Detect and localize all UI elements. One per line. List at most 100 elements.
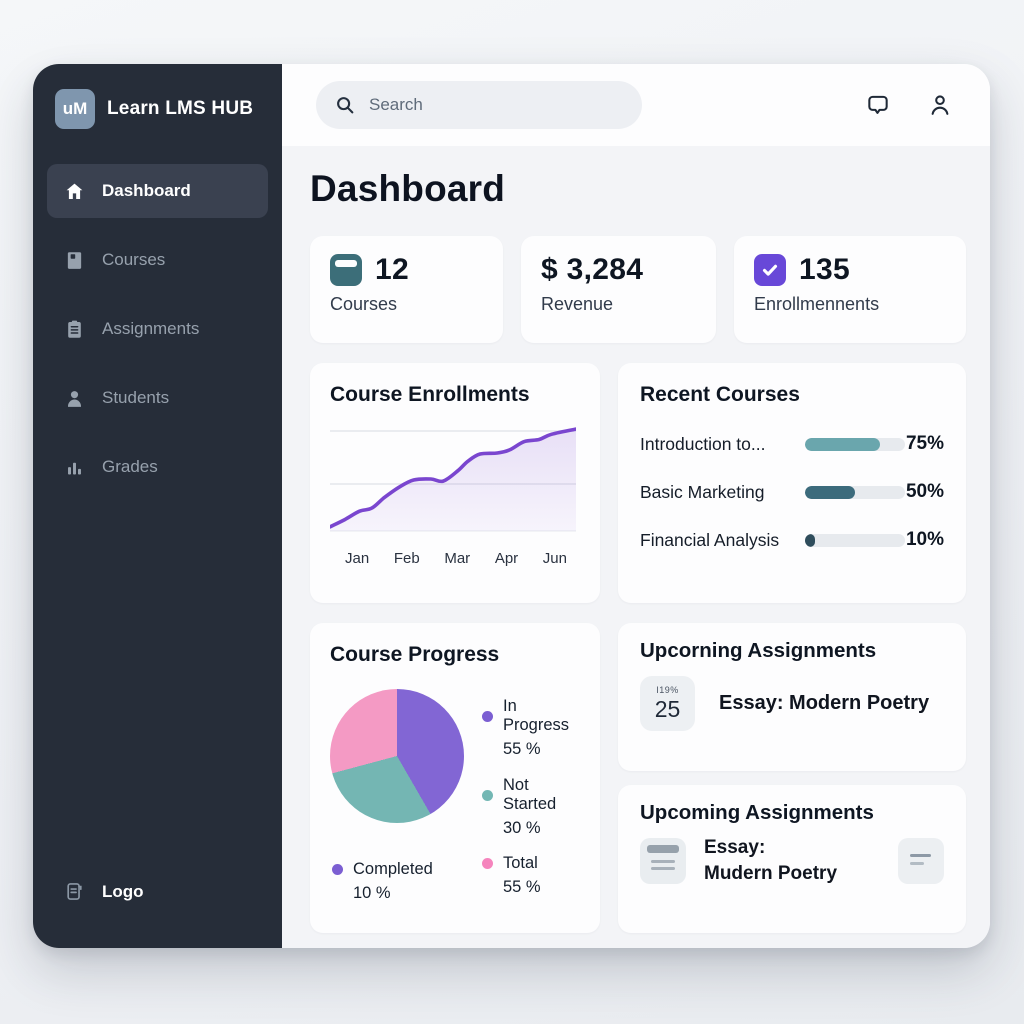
card-title: Course Enrollments: [330, 383, 530, 406]
app-window: uM Learn LMS HUB Dashboard Courses As: [33, 64, 990, 948]
sidebar-item-grades[interactable]: Grades: [47, 440, 268, 494]
x-tick: Jun: [542, 550, 567, 567]
upcoming-assignments-card-2: Upcoming Assignments Essay: Mudern Poetr…: [618, 785, 966, 933]
date-badge-top: I19%: [656, 684, 679, 695]
brand: uM Learn LMS HUB: [47, 88, 268, 130]
checkbox-stat-icon: [754, 254, 786, 286]
sidebar-item-assignments[interactable]: Assignments: [47, 302, 268, 356]
search-input[interactable]: [369, 95, 624, 115]
date-badge-number: 25: [654, 695, 681, 722]
course-percent: 50%: [905, 481, 944, 502]
date-badge: I19% 25: [640, 676, 695, 731]
person-icon: [64, 388, 85, 409]
assignment-title-line1: Essay:: [704, 837, 766, 858]
stat-value: 12: [375, 253, 409, 286]
sidebar-item-courses[interactable]: Courses: [47, 233, 268, 287]
x-tick: Apr: [494, 550, 519, 567]
assignment-title-line2: Mudern Poetry: [704, 862, 838, 884]
legend-value: 55 %: [503, 740, 541, 758]
enrollments-line-chart: [328, 427, 578, 532]
assignment-title: Essay: Modern Poetry: [719, 692, 930, 714]
legend-dot: [482, 789, 493, 801]
legend-dot: [332, 864, 343, 875]
legend-item-completed: Completed 10 %: [330, 860, 482, 903]
sidebar-footer-logo[interactable]: Logo: [47, 881, 268, 902]
clipboard-icon: [64, 319, 85, 340]
progress-bar: [805, 437, 905, 451]
x-tick: Jan: [345, 550, 370, 567]
brand-logo-badge: uM: [55, 89, 95, 129]
assignment-item[interactable]: Essay: Mudern Poetry: [640, 835, 944, 886]
stat-label: Enrollmennents: [754, 294, 880, 314]
search-icon: [334, 94, 356, 116]
sidebar-nav: Dashboard Courses Assignments Students: [47, 164, 268, 494]
menu-lines-icon[interactable]: [898, 837, 944, 884]
dashboard-content: Dashboard 12 Courses $ 3,284 Revenue: [282, 146, 990, 933]
sidebar-item-label: Courses: [102, 250, 166, 269]
pie-legend: In Progress 55 % Not Started 30 %: [482, 681, 580, 838]
book-stat-icon: [330, 254, 362, 286]
sidebar-item-label: Grades: [102, 457, 158, 476]
course-row: Basic Marketing 50%: [640, 481, 944, 503]
x-axis-labels: Jan Feb Mar Apr Jun: [330, 540, 580, 567]
course-name: Financial Analysis: [640, 529, 780, 550]
sidebar-item-dashboard[interactable]: Dashboard: [47, 164, 268, 218]
stat-value: $ 3,284: [541, 253, 644, 286]
course-progress-card: Course Progress In Progress 55 % Not Sta…: [310, 623, 600, 933]
sidebar-item-label: Dashboard: [102, 181, 191, 200]
document-icon: [64, 881, 85, 902]
sidebar-item-label: Students: [102, 388, 170, 407]
course-row: Financial Analysis 10%: [640, 529, 944, 551]
progress-bar: [805, 485, 905, 499]
progress-bar-fill: [805, 533, 815, 547]
course-percent: 10%: [905, 529, 944, 550]
legend-label: Not Started: [503, 776, 557, 813]
card-title: Recent Courses: [640, 383, 800, 406]
legend-item-total: Total 55 %: [482, 854, 580, 903]
sidebar-footer-label: Logo: [102, 881, 144, 901]
x-tick: Feb: [393, 550, 420, 567]
legend-label: Completed: [353, 860, 433, 878]
bar-chart-icon: [64, 457, 85, 478]
legend-dot: [482, 710, 493, 722]
brand-name: Learn LMS HUB: [107, 98, 254, 119]
main-area: Dashboard 12 Courses $ 3,284 Revenue: [282, 64, 990, 948]
sidebar-item-label: Assignments: [102, 319, 200, 338]
chat-bubble-icon[interactable]: [865, 92, 891, 118]
stat-card-courses: 12 Courses: [310, 236, 503, 343]
assignment-item[interactable]: I19% 25 Essay: Modern Poetry: [640, 676, 944, 731]
sidebar-item-students[interactable]: Students: [47, 371, 268, 425]
progress-bar-fill: [805, 437, 880, 451]
assignment-title: Essay: Mudern Poetry: [704, 835, 837, 886]
course-row: Introduction to... 75%: [640, 433, 944, 455]
stat-card-enrollments: 135 Enrollmennents: [734, 236, 966, 343]
legend-value: 10 %: [353, 884, 391, 902]
stat-card-revenue: $ 3,284 Revenue: [521, 236, 716, 343]
page-title: Dashboard: [310, 168, 506, 209]
stats-row: 12 Courses $ 3,284 Revenue 135: [310, 236, 966, 343]
course-progress-pie: [330, 689, 464, 823]
legend-label: In Progress: [503, 697, 570, 734]
user-profile-icon[interactable]: [927, 92, 953, 118]
course-name: Basic Marketing: [640, 481, 765, 502]
card-title: Course Progress: [330, 643, 500, 666]
stat-label: Revenue: [541, 294, 614, 314]
progress-bar: [805, 533, 905, 547]
topbar-icons: [865, 92, 953, 118]
legend-value: 55 %: [503, 878, 541, 896]
upcoming-assignments-card-1: Upcorning Assignments I19% 25 Essay: Mod…: [618, 623, 966, 771]
stat-value: 135: [799, 253, 850, 286]
legend-item-not-started: Not Started 30 %: [482, 776, 580, 838]
topbar: [282, 64, 990, 146]
progress-bar-fill: [805, 485, 855, 499]
course-enrollments-card: Course Enrollments: [310, 363, 600, 603]
search-bar[interactable]: [316, 81, 642, 129]
book-icon: [64, 250, 85, 271]
card-title: Upcorning Assignments: [640, 639, 877, 662]
course-name: Introduction to...: [640, 433, 766, 454]
x-tick: Mar: [444, 550, 471, 567]
legend-label: Total: [503, 854, 538, 872]
legend-dot: [482, 858, 493, 869]
legend-value: 30 %: [503, 819, 541, 837]
sidebar: uM Learn LMS HUB Dashboard Courses As: [33, 64, 282, 948]
